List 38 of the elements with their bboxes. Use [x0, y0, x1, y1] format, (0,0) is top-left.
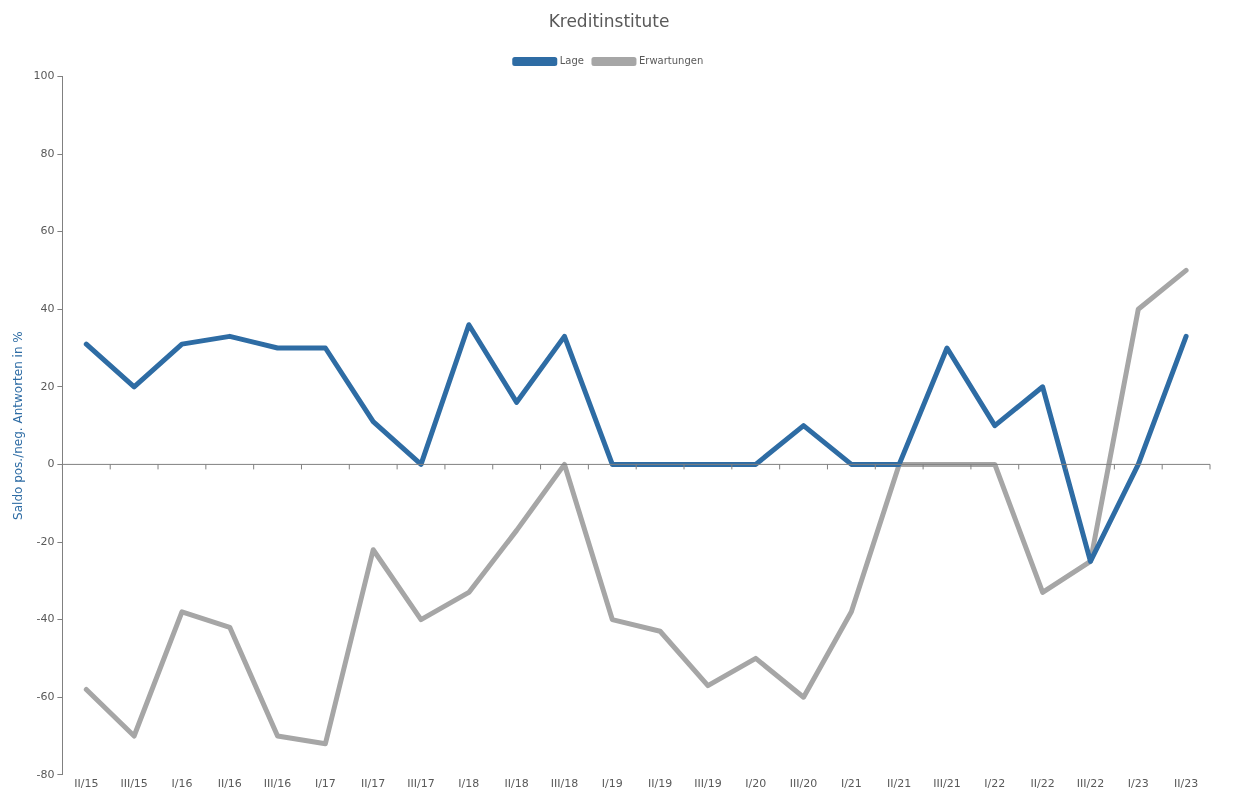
x-tick-label: II/19	[648, 777, 673, 791]
x-tick-label: II/21	[887, 777, 912, 791]
legend-label: Erwartungen	[638, 54, 704, 66]
x-tick-label: I/17	[314, 777, 336, 791]
x-tick-label: II/22	[1030, 777, 1055, 791]
x-tick-label: III/20	[789, 777, 818, 791]
y-tick-label: 40	[40, 302, 55, 316]
x-tick-label: I/16	[171, 777, 193, 791]
y-tick-label: 20	[40, 379, 55, 393]
x-tick-label: III/21	[933, 777, 961, 791]
x-tick-label: II/18	[504, 777, 529, 791]
x-tick-label: II/15	[74, 777, 99, 791]
x-tick-label: I/22	[984, 777, 1006, 791]
x-tick-label: I/23	[1127, 777, 1149, 791]
x-tick-label: III/16	[263, 777, 292, 791]
x-tick-label: III/17	[407, 777, 435, 791]
x-tick-label: II/17	[361, 777, 386, 791]
x-tick-label: II/16	[217, 777, 242, 791]
y-tick-label: 80	[40, 146, 55, 160]
x-tick-label: I/21	[840, 777, 862, 791]
y-tick-label: 0	[47, 457, 55, 471]
y-tick-label: 100	[33, 69, 55, 83]
x-tick-label: III/15	[120, 777, 148, 791]
y-tick-label: 60	[40, 224, 55, 238]
x-tick-label: III/22	[1076, 777, 1105, 791]
x-tick-label: I/20	[745, 777, 767, 791]
y-tick-label: -20	[36, 534, 55, 548]
x-tick-label: II/23	[1173, 777, 1199, 791]
x-tick-label: III/18	[550, 777, 579, 791]
x-tick-label: I/19	[601, 777, 623, 791]
x-tick-label: III/19	[694, 777, 722, 791]
legend-label: Lage	[559, 54, 584, 66]
y-tick-label: -60	[36, 690, 55, 704]
y-axis-title: Saldo pos./neg. Antworten in %	[11, 331, 26, 520]
x-tick-label: I/18	[458, 777, 480, 791]
y-tick-label: -40	[36, 612, 55, 626]
y-tick-label: -80	[36, 767, 55, 781]
chart-title: Kreditinstitute	[548, 10, 670, 31]
